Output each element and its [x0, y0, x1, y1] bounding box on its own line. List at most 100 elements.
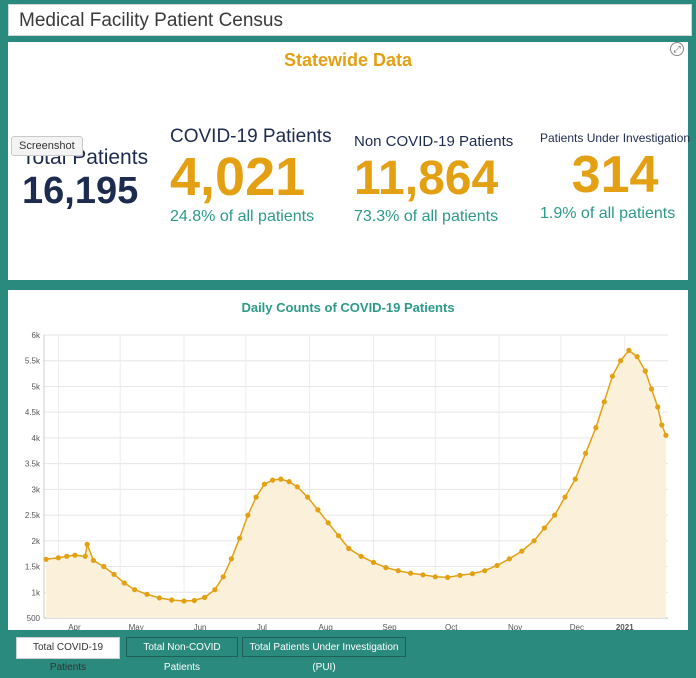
data-point — [335, 533, 342, 539]
window-title: Medical Facility Patient Census — [19, 10, 283, 31]
data-point — [572, 476, 578, 482]
expand-icon[interactable]: ⤢ — [670, 42, 684, 56]
stat-non-covid-pct: 73.3% of all patients — [354, 208, 499, 225]
data-point — [325, 520, 331, 526]
data-point — [370, 559, 377, 565]
data-point — [420, 572, 426, 578]
stat-total-patients: Total Patients 16,195 — [22, 146, 148, 213]
data-point — [626, 347, 632, 353]
data-point — [261, 481, 267, 487]
data-point — [101, 563, 107, 570]
x-tick-label: 2021 — [616, 623, 634, 630]
stat-non-covid-value: 11,864 — [354, 152, 499, 205]
data-point — [432, 574, 438, 580]
stat-covid-value: 4,021 — [170, 147, 306, 207]
data-point — [72, 552, 78, 558]
data-point — [121, 580, 127, 586]
data-point — [55, 555, 62, 561]
data-point — [506, 556, 512, 562]
data-point — [90, 557, 96, 563]
data-point — [294, 484, 300, 490]
data-point — [395, 568, 401, 574]
stat-non-covid-patients: Non COVID-19 Patients 11,864 73.3% of al… — [354, 133, 513, 226]
tab-total-non-covid[interactable]: Total Non-COVID Patients — [126, 637, 238, 673]
data-point — [583, 450, 589, 456]
stat-total-value: 16,195 — [22, 170, 139, 212]
data-point — [84, 541, 90, 547]
stat-covid-patients: COVID-19 Patients 4,021 24.8% of all pat… — [170, 126, 332, 226]
x-tick-label: May — [129, 623, 144, 630]
data-point — [469, 571, 475, 577]
data-point — [315, 507, 321, 513]
data-point — [253, 494, 259, 500]
data-point — [593, 425, 599, 431]
x-tick-label: Jun — [194, 623, 207, 630]
y-tick-label: 2.5k — [25, 511, 41, 520]
stat-pui-label: Patients Under Investigation — [540, 131, 691, 145]
stat-pui-patients: Patients Under Investigation 314 1.9% of… — [540, 131, 690, 223]
data-point — [132, 587, 138, 593]
y-tick-label: 1k — [32, 588, 41, 597]
data-point — [245, 512, 251, 518]
data-point — [202, 594, 208, 600]
data-point — [634, 354, 640, 360]
stat-covid-pct: 24.8% of all patients — [170, 208, 315, 225]
data-point — [659, 422, 665, 428]
x-tick-label: Dec — [570, 623, 584, 630]
stat-pui-pct: 1.9% of all patients — [540, 205, 676, 222]
y-tick-label: 500 — [27, 614, 41, 623]
data-point — [111, 571, 117, 577]
series-line — [46, 349, 667, 602]
stat-covid-label: COVID-19 Patients — [170, 126, 332, 147]
title-bar: Medical Facility Patient Census — [8, 4, 692, 36]
y-tick-label: 3.5k — [25, 460, 41, 469]
screenshot-tooltip: Screenshot — [11, 136, 83, 156]
y-tick-label: 4k — [32, 434, 41, 443]
x-tick-label: Apr — [68, 623, 81, 630]
data-point — [220, 574, 226, 580]
data-point — [552, 512, 558, 518]
data-point — [457, 572, 463, 578]
data-point — [408, 570, 414, 576]
y-tick-label: 3k — [32, 485, 41, 494]
data-point — [43, 556, 49, 562]
stat-pui-value: 314 — [571, 146, 659, 204]
y-tick-label: 5.5k — [25, 357, 41, 366]
data-point — [358, 553, 364, 559]
data-point — [482, 568, 488, 574]
x-tick-label: Jul — [257, 623, 267, 630]
x-tick-label: Sep — [382, 623, 397, 630]
x-tick-label: Oct — [445, 623, 458, 630]
covid-patients-chart: 500 1k 1.5k 2k 2.5k 3k 3.5k 4k 4.5k 5k 5.5k 6k Apr Ma… — [25, 331, 669, 630]
data-point — [609, 373, 616, 379]
data-point — [383, 565, 389, 571]
data-point — [82, 553, 88, 559]
data-point — [655, 404, 661, 410]
data-point — [305, 494, 311, 500]
data-point — [270, 477, 276, 483]
stat-non-covid-label: Non COVID-19 Patients — [354, 133, 514, 150]
data-point — [601, 399, 607, 405]
data-point — [278, 476, 284, 482]
stats-panel: Statewide Data ⤢ Total Patients 16,195 C… — [8, 42, 690, 280]
data-point — [494, 562, 500, 569]
y-tick-label: 4.5k — [25, 408, 41, 417]
data-point — [663, 432, 669, 438]
data-point — [445, 574, 451, 580]
tab-total-covid[interactable]: Total COVID-19 Patients — [16, 637, 120, 673]
data-point — [642, 368, 648, 374]
data-point — [181, 598, 187, 604]
data-point — [541, 525, 548, 531]
chart-title: Daily Counts of COVID-19 Patients — [241, 300, 455, 315]
y-tick-label: 1.5k — [25, 563, 41, 572]
data-point — [286, 479, 292, 485]
y-tick-label: 5k — [32, 382, 41, 391]
series-area — [46, 350, 666, 618]
data-point — [144, 591, 150, 597]
x-tick-label: Aug — [319, 623, 333, 630]
data-point — [531, 538, 537, 544]
data-point — [228, 556, 234, 562]
data-point — [237, 535, 243, 541]
tab-total-pui[interactable]: Total Patients Under Investigation (PUI) — [242, 637, 406, 673]
data-point — [191, 597, 197, 604]
